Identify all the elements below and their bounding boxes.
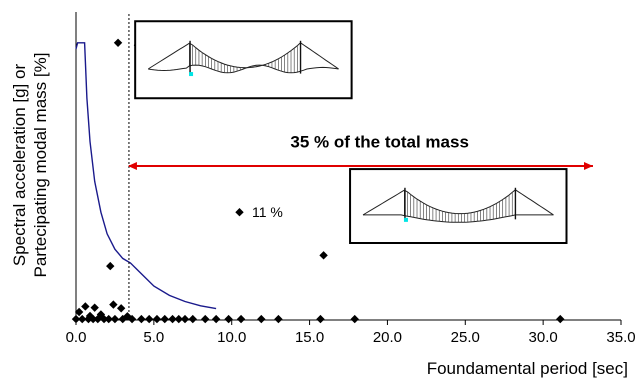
mode-shape-bottom-bridge-shape: [362, 187, 554, 223]
data-point: [224, 314, 233, 324]
data-point: [106, 261, 115, 271]
highlight-node: [189, 72, 194, 77]
data-point: [316, 314, 325, 324]
data-point: [168, 314, 177, 324]
data-point: [350, 314, 359, 324]
x-tick-label: 0.0: [66, 329, 87, 346]
x-tick-label: 5.0: [143, 329, 164, 346]
data-point: [116, 304, 126, 313]
x-tick-labels: 0.0 5.0 10.0 15.0 20.0 25.0 30.0 35.0: [66, 320, 636, 346]
x-tick-label: 30.0: [529, 329, 558, 346]
label-11-percent: 11 %: [252, 204, 283, 220]
data-point: [188, 314, 197, 324]
data-point: [137, 314, 146, 324]
mode-shape-top-bridge-shape: [147, 40, 339, 77]
data-point: [144, 314, 154, 324]
data-point: [71, 314, 81, 324]
data-point: [93, 314, 102, 324]
data-point: [319, 251, 328, 260]
data-point: [104, 314, 113, 324]
highlight-node: [403, 217, 408, 222]
data-point: [99, 314, 109, 324]
bridge-deck: [148, 64, 339, 74]
data-point: [74, 307, 84, 317]
data-point: [152, 314, 162, 324]
data-point: [127, 314, 137, 324]
x-axis-label: Foundamental period [sec]: [427, 359, 628, 378]
data-point: [201, 314, 210, 324]
spectrum-line: [75, 42, 217, 310]
mode-shape-bottom-frame: [349, 168, 568, 244]
mode-shape-bottom-inset: [349, 168, 568, 244]
data-point: [180, 314, 190, 324]
data-point: [88, 314, 98, 324]
data-point: [235, 208, 244, 217]
data-point: [211, 314, 221, 324]
plot-area: [71, 12, 621, 324]
data-point: [110, 314, 120, 324]
y-axis-label-line2: Partecipating modal mass [%]: [31, 53, 50, 278]
x-tick-label: 20.0: [373, 329, 402, 346]
data-point: [257, 314, 266, 324]
x-tick-label: 10.0: [217, 329, 246, 346]
data-point: [174, 314, 183, 324]
data-point: [236, 314, 246, 324]
data-point: [274, 314, 283, 324]
data-point: [78, 314, 87, 324]
data-point: [160, 314, 169, 324]
bridge-cable: [147, 42, 339, 70]
mode-shape-top-inset: [134, 20, 353, 100]
data-point: [90, 303, 99, 312]
bridge-cable: [362, 189, 554, 216]
annotations: 45 %11 %35 % of the total mass: [127, 14, 593, 320]
data-point: [84, 314, 93, 324]
data-point: [81, 302, 90, 311]
mass-range-label: 35 % of the total mass: [290, 133, 469, 152]
x-tick-label: 25.0: [451, 329, 480, 346]
x-tick-label: 15.0: [295, 329, 324, 346]
data-point: [113, 38, 123, 47]
data-point: [109, 300, 118, 309]
x-tick-label: 35.0: [606, 329, 635, 346]
data-point: [118, 314, 127, 324]
y-axis-label-line1: Spectral acceleration [g] or: [10, 64, 29, 267]
mode-shape-top-frame: [134, 20, 353, 100]
data-point: [556, 314, 565, 324]
